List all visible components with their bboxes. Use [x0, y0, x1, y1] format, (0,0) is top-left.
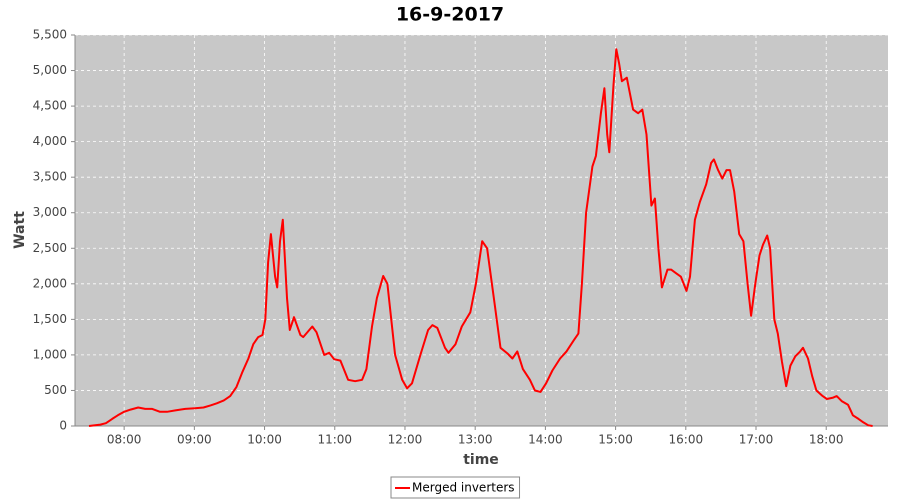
y-tick-label: 3,500	[33, 170, 67, 184]
y-tick-label: 4,500	[33, 99, 67, 113]
y-tick-label: 5,500	[33, 28, 67, 42]
x-tick-label: 11:00	[317, 433, 352, 447]
y-tick-label: 500	[44, 383, 67, 397]
x-axis-label: time	[463, 452, 499, 468]
y-tick-label: 0	[59, 419, 67, 433]
y-tick-label: 5,000	[33, 63, 67, 77]
y-tick-label: 2,000	[33, 276, 67, 290]
x-tick-label: 10:00	[247, 433, 282, 447]
y-tick-label: 2,500	[33, 241, 67, 255]
legend-box	[390, 476, 521, 499]
data-line	[88, 48, 873, 427]
legend-label: Merged inverters	[412, 481, 515, 495]
x-tick-label: 08:00	[107, 433, 142, 447]
x-tick-label: 14:00	[528, 433, 563, 447]
y-tick-label: 4,000	[33, 134, 67, 148]
x-tick-label: 17:00	[739, 433, 774, 447]
x-tick-label: 09:00	[177, 433, 212, 447]
plot-area	[75, 35, 888, 426]
x-tick-label: 12:00	[388, 433, 423, 447]
chart-title: 16-9-2017	[396, 4, 504, 26]
x-tick-label: 15:00	[598, 433, 633, 447]
y-tick-label: 1,000	[33, 347, 67, 361]
y-tick-label: 1,500	[33, 312, 67, 326]
y-axis-label: Watt	[12, 211, 28, 249]
legend: Merged inverters	[390, 476, 521, 499]
y-tick-label: 3,000	[33, 205, 67, 219]
x-tick-label: 13:00	[458, 433, 493, 447]
x-tick-label: 16:00	[669, 433, 704, 447]
x-tick-label: 18:00	[809, 433, 844, 447]
